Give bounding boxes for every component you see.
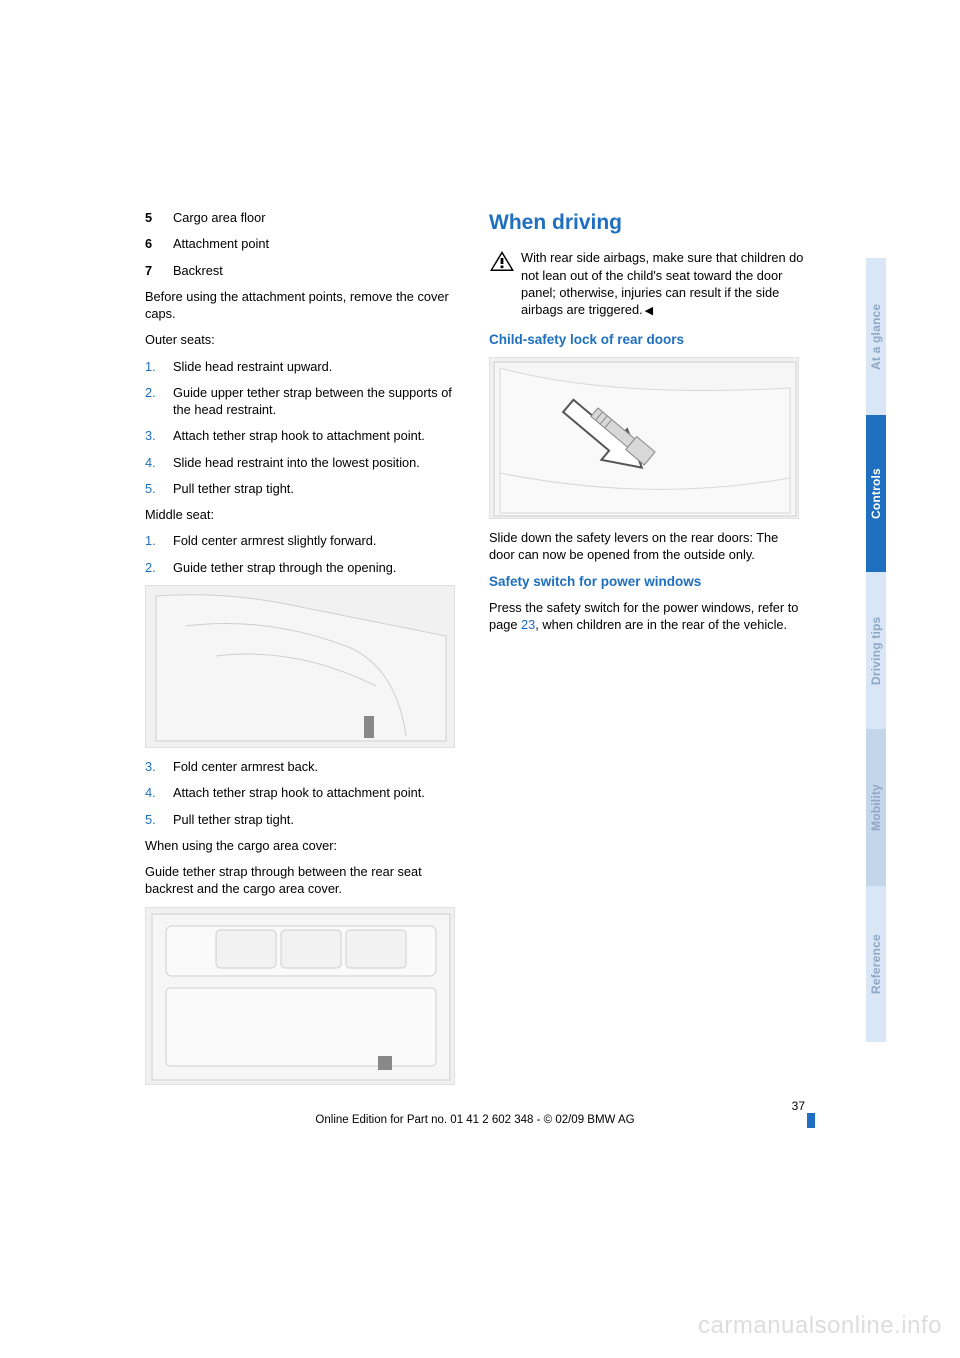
legend-number: 7 (145, 262, 173, 279)
tab-driving-tips[interactable]: Driving tips (866, 572, 886, 729)
page-body: 5 Cargo area floor 6 Attachment point 7 … (145, 209, 805, 1095)
tab-mobility[interactable]: Mobility (866, 729, 886, 886)
legend-item: 5 Cargo area floor (145, 209, 461, 226)
list-item: 3.Attach tether strap hook to attachment… (145, 427, 461, 444)
list-number: 1. (145, 532, 173, 549)
list-text: Fold center armrest slightly forward. (173, 532, 461, 549)
heading-when-driving: When driving (489, 209, 805, 237)
list-number: 5. (145, 811, 173, 828)
list-item: 1.Fold center armrest slightly forward. (145, 532, 461, 549)
page-number: 37 (792, 1099, 805, 1113)
paragraph: Slide down the safety levers on the rear… (489, 529, 805, 564)
list-text: Pull tether strap tight. (173, 811, 461, 828)
list-number: 5. (145, 480, 173, 497)
paragraph: Press the safety switch for the power wi… (489, 599, 805, 634)
figure-child-safety-lock (489, 357, 799, 519)
list-text: Guide tether strap through the opening. (173, 559, 461, 576)
legend-text: Attachment point (173, 235, 269, 252)
paragraph: When using the cargo area cover: (145, 837, 461, 854)
footer-line: Online Edition for Part no. 01 41 2 602 … (145, 1114, 805, 1126)
paragraph: Before using the attachment points, remo… (145, 288, 461, 323)
tab-controls[interactable]: Controls (866, 415, 886, 572)
list-item: 4.Slide head restraint into the lowest p… (145, 454, 461, 471)
right-column: When driving With rear side airbags, mak… (489, 209, 805, 1095)
warning-block: With rear side airbags, make sure that c… (489, 249, 805, 319)
list-number: 1. (145, 358, 173, 375)
list-item: 5.Pull tether strap tight. (145, 480, 461, 497)
list-text: Fold center armrest back. (173, 758, 461, 775)
list-text: Attach tether strap hook to attachment p… (173, 427, 461, 444)
legend-text: Cargo area floor (173, 209, 265, 226)
list-item: 2.Guide upper tether strap between the s… (145, 384, 461, 419)
warning-text: With rear side airbags, make sure that c… (521, 249, 805, 319)
watermark: carmanualsonline.info (698, 1312, 942, 1340)
legend-item: 7 Backrest (145, 262, 461, 279)
list-text: Pull tether strap tight. (173, 480, 461, 497)
paragraph: Guide tether strap through between the r… (145, 863, 461, 898)
warning-icon (489, 250, 515, 272)
page-number-bar (807, 1113, 815, 1128)
list-text: Attach tether strap hook to attachment p… (173, 784, 461, 801)
section-tabs: At a glance Controls Driving tips Mobili… (866, 258, 886, 1042)
list-item: 4.Attach tether strap hook to attachment… (145, 784, 461, 801)
list-text: Guide upper tether strap between the sup… (173, 384, 461, 419)
list-item: 2.Guide tether strap through the opening… (145, 559, 461, 576)
legend-item: 6 Attachment point (145, 235, 461, 252)
legend-number: 5 (145, 209, 173, 226)
list-text: Slide head restraint upward. (173, 358, 461, 375)
list-number: 2. (145, 384, 173, 419)
tab-at-a-glance[interactable]: At a glance (866, 258, 886, 415)
legend-text: Backrest (173, 262, 223, 279)
legend-number: 6 (145, 235, 173, 252)
list-item: 5.Pull tether strap tight. (145, 811, 461, 828)
figure-armrest-opening (145, 585, 455, 748)
list-text: Slide head restraint into the lowest pos… (173, 454, 461, 471)
list-item: 3.Fold center armrest back. (145, 758, 461, 775)
list-item: 1.Slide head restraint upward. (145, 358, 461, 375)
paragraph: Middle seat: (145, 506, 461, 523)
tab-reference[interactable]: Reference (866, 886, 886, 1042)
list-number: 3. (145, 758, 173, 775)
list-number: 4. (145, 454, 173, 471)
list-number: 4. (145, 784, 173, 801)
paragraph: Outer seats: (145, 331, 461, 348)
warning-body: With rear side airbags, make sure that c… (521, 250, 803, 317)
heading-child-safety-lock: Child-safety lock of rear doors (489, 331, 805, 349)
heading-safety-switch: Safety switch for power windows (489, 573, 805, 591)
end-marker-icon (643, 302, 653, 317)
figure-cargo-cover (145, 907, 455, 1085)
text: , when children are in the rear of the v… (535, 617, 787, 632)
list-number: 2. (145, 559, 173, 576)
left-column: 5 Cargo area floor 6 Attachment point 7 … (145, 209, 461, 1095)
list-number: 3. (145, 427, 173, 444)
page-ref-link[interactable]: 23 (521, 617, 535, 632)
